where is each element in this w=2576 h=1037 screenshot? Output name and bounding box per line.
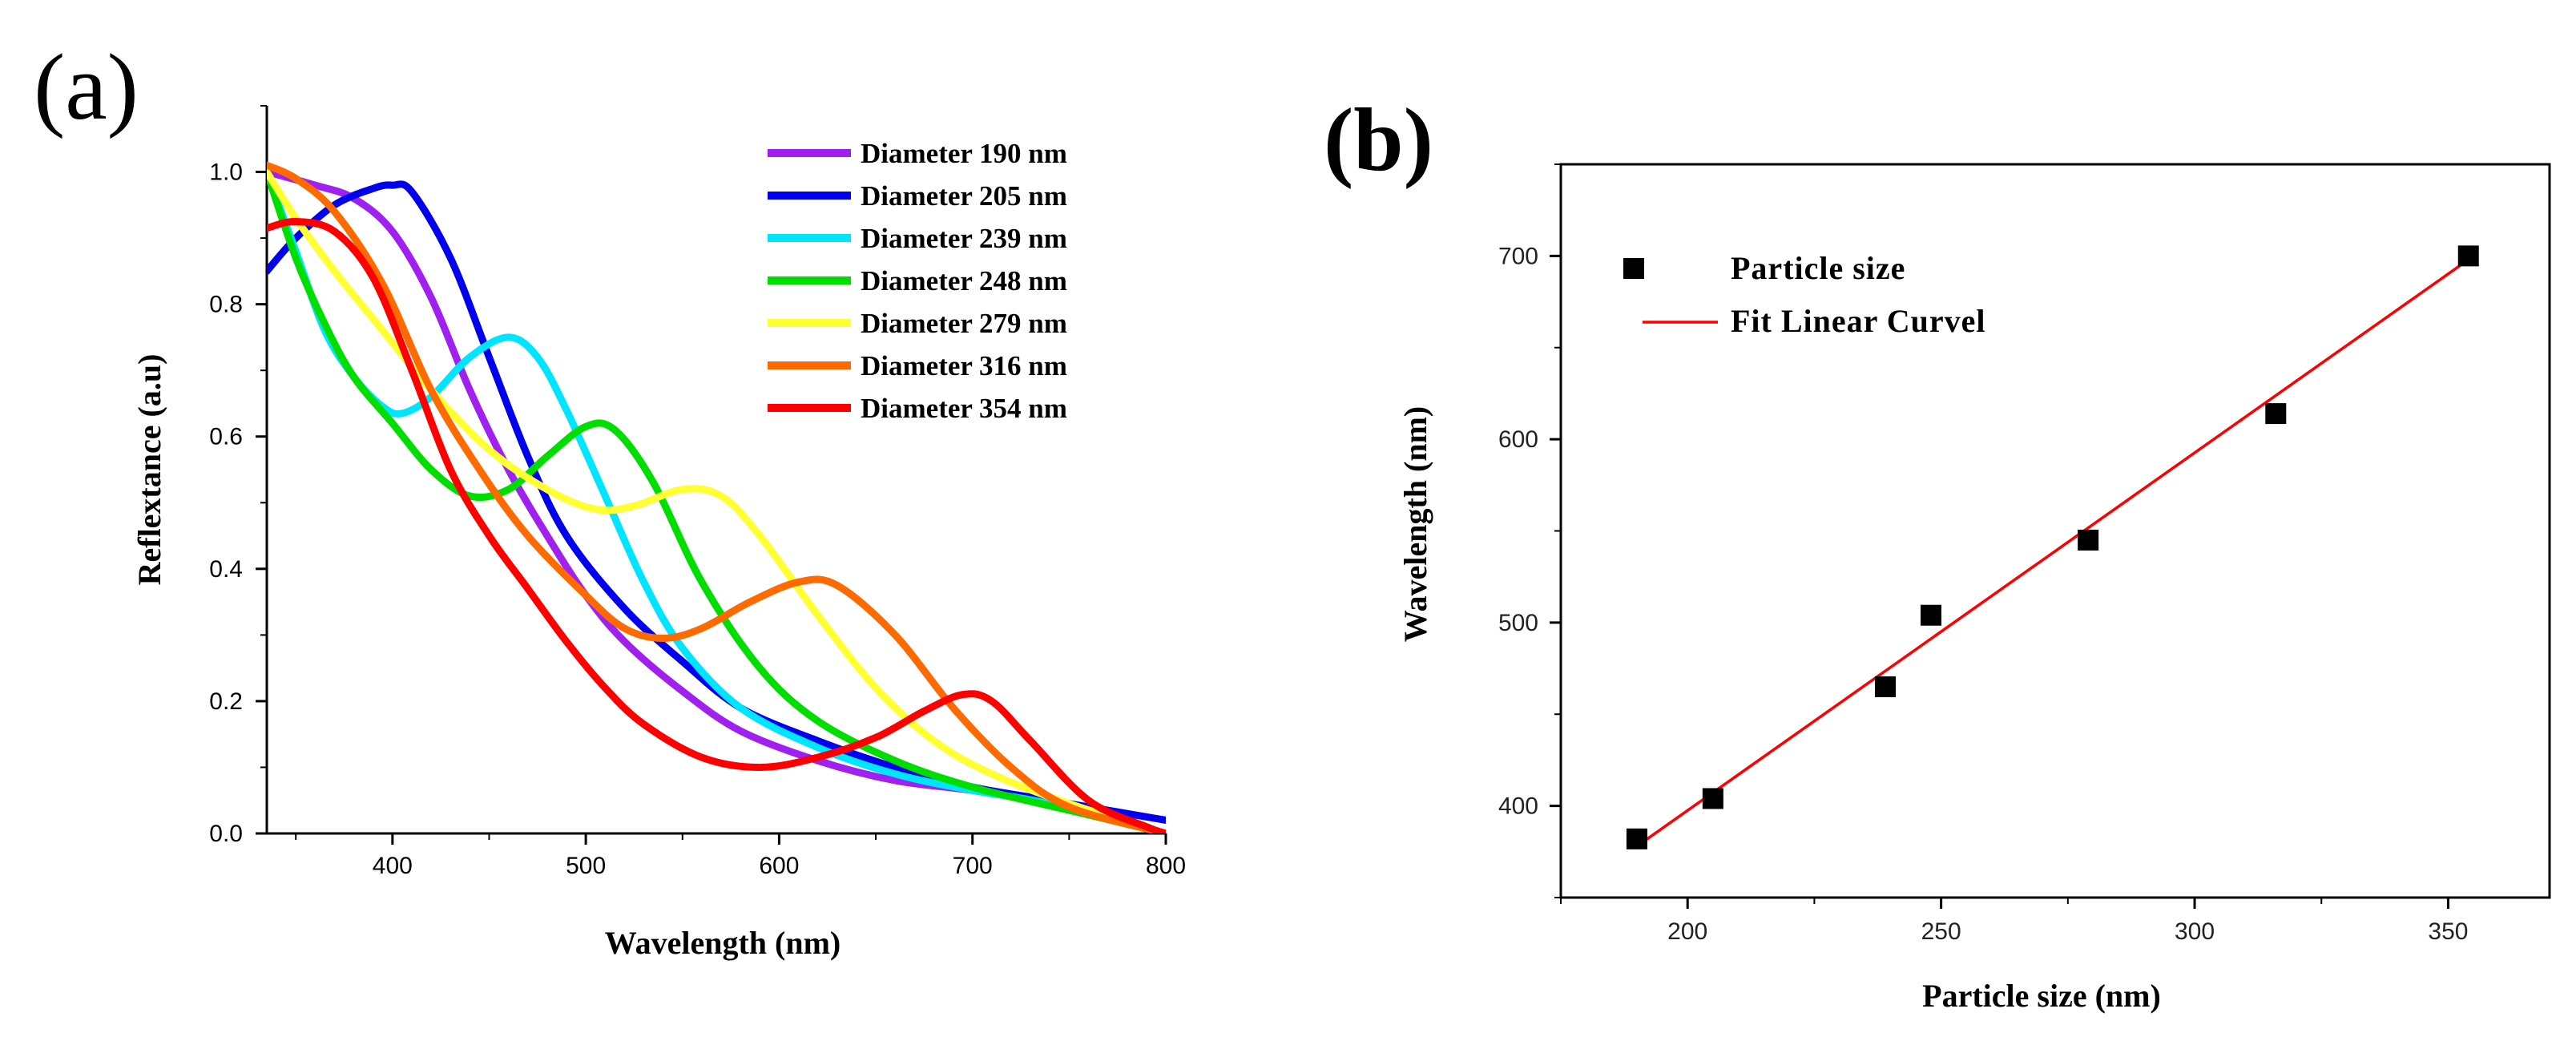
fit-linear-line: [1635, 258, 2469, 848]
panel-b-legend: Particle size Fit Linear Curvel: [1623, 250, 1985, 339]
panel-a-y-tick-label: 0.6: [209, 424, 243, 450]
series-line-diameter-354-nm: [267, 217, 1166, 833]
panel-a-y-tick-label: 0.2: [209, 688, 243, 715]
series-line-diameter-316-nm: [267, 161, 1166, 833]
series-line-diameter-279-nm: [267, 168, 1166, 833]
legend-label: Diameter 279 nm: [861, 308, 1067, 339]
panel-a-x-tick-label: 500: [566, 853, 606, 879]
panel-a-x-axis-title: Wavelength (nm): [605, 925, 841, 961]
panel-a-y-axis-title: Reflextance (a.u): [131, 354, 167, 586]
legend-label: Diameter 248 nm: [861, 265, 1067, 297]
series-line-diameter-248-nm: [267, 168, 1166, 833]
panel-a-series-group: [267, 161, 1166, 833]
panel-b-x-tick-label: 250: [1921, 918, 1961, 945]
panel-b-y-tick-label: 600: [1498, 426, 1538, 453]
panel-a-legend: Diameter 190 nm Diameter 205 nm Diameter 2…: [768, 138, 1067, 424]
scatter-point: [2078, 529, 2099, 551]
legend-marker-particle-size: [1623, 258, 1644, 279]
panel-b-y-tick-label: 400: [1498, 793, 1538, 820]
panel-a-y-tick-label: 1.0: [209, 159, 243, 186]
legend-label-particle-size: Particle size: [1731, 250, 1905, 286]
panel-a-y-tick-label: 0.0: [209, 821, 243, 847]
legend-label: Diameter 354 nm: [861, 393, 1067, 424]
panel-a-x-tick-label: 800: [1146, 853, 1186, 879]
panel-b-x-tick-label: 300: [2175, 918, 2215, 945]
panel-b-frame: [1559, 163, 2551, 899]
legend-label: Diameter 205 nm: [861, 180, 1067, 212]
panel-b: (b) 200 250 300 350 400 500 600 700 Particle si…: [1324, 91, 2551, 1014]
legend-label: Diameter 190 nm: [861, 138, 1067, 169]
panel-a-x-tick-label: 600: [759, 853, 799, 879]
panel-a: (a) 400 500 600 700 800 0.0 0.2 0.4 0.6 0.8 1.0 Wa…: [34, 34, 1186, 961]
scatter-point: [1920, 604, 1941, 626]
scatter-point: [2265, 403, 2287, 425]
panel-a-x-tick-label: 400: [373, 853, 413, 879]
panel-a-y-tick-label: 0.4: [209, 556, 243, 583]
panel-b-x-tick-label: 350: [2428, 918, 2468, 945]
panel-b-y-axis-title: Wavelength (nm): [1397, 406, 1433, 642]
panel-label-b: (b): [1324, 91, 1433, 190]
panel-b-y-tick-label: 500: [1498, 610, 1538, 636]
panel-b-x-tick-label: 200: [1667, 918, 1707, 945]
scatter-point: [1626, 828, 1647, 849]
legend-label: Diameter 316 nm: [861, 350, 1067, 381]
scatter-point: [1875, 676, 1897, 697]
panel-label-a: (a): [34, 34, 139, 139]
panel-b-y-tick-label: 700: [1498, 243, 1538, 269]
panel-a-x-tick-label: 700: [953, 853, 993, 879]
panel-a-plot: 400 500 600 700 800 0.0 0.2 0.4 0.6 0.8 1.0: [209, 105, 1186, 879]
scatter-point: [2457, 245, 2479, 267]
panel-b-plot: 200 250 300 350 400 500 600 700: [1498, 163, 2551, 945]
legend-label: Diameter 239 nm: [861, 223, 1067, 254]
panel-a-y-tick-label: 0.8: [209, 292, 243, 318]
scatter-point: [1702, 788, 1723, 809]
legend-label-fit-line: Fit Linear Curvel: [1731, 303, 1985, 339]
panel-b-x-axis-title: Particle size (nm): [1922, 978, 2161, 1014]
